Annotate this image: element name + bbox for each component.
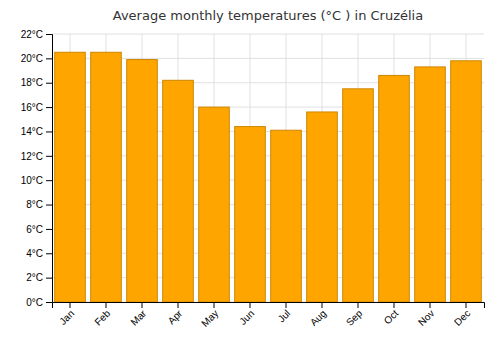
y-tick: 16°C [21,102,52,113]
y-tick-mark [46,253,52,254]
y-tick-mark [46,229,52,230]
y-tick-label: 18°C [21,77,43,88]
grid [52,34,484,302]
y-tick-mark [46,302,52,303]
y-tick: 0°C [26,297,52,308]
y-tick: 8°C [26,199,52,210]
plot: Jan Feb Mar Apr May Jun Jul Aug Sep Oct Nov Dec 0°C 2… [21,29,485,329]
y-tick-label: 8°C [26,199,43,210]
x-tick-mark [430,302,431,308]
y-tick-mark [46,156,52,157]
x-tick-mark [142,302,143,308]
y-tick: 4°C [26,248,52,259]
bar [55,52,86,302]
chart: Jan Feb Mar Apr May Jun Jul Aug Sep Oct Nov Dec 0°C 2… [0,0,500,350]
y-tick-mark [46,278,52,279]
x-tick-mark [70,302,71,308]
chart-container: Jan Feb Mar Apr May Jun Jul Aug Sep Oct Nov Dec 0°C 2… [0,0,500,350]
y-grid-line [52,34,484,35]
x-tick: Apr [166,302,185,326]
y-tick: 20°C [21,53,52,64]
bar [163,80,194,302]
x-tick-mark [358,302,359,308]
x-tick-label: Dec [452,308,472,328]
x-tick-mark [106,302,107,308]
x-tick-mark [178,302,179,308]
x-tick: Jun [237,302,256,327]
bar [127,60,158,302]
y-tick-label: 4°C [26,248,43,259]
x-tick: Dec [452,302,472,328]
x-tick-label: May [199,308,220,329]
bar [343,89,374,302]
y-tick-mark [46,205,52,206]
bar [307,112,338,302]
bar [271,130,302,302]
x-tick-mark [394,302,395,308]
x-tick-label: Jul [276,308,293,325]
x-tick-mark [466,302,467,308]
y-tick-mark [46,131,52,132]
bar [91,52,122,302]
x-tick: May [199,302,220,329]
x-tick-label: Jun [237,308,256,327]
bars [55,52,482,302]
x-tick: Feb [92,302,112,328]
bar [451,61,482,302]
y-tick-label: 6°C [26,224,43,235]
x-tick-mark [286,302,287,308]
y-tick-label: 12°C [21,151,43,162]
y-tick: 2°C [26,272,52,283]
bar [235,127,266,302]
y-tick: 18°C [21,77,52,88]
bar [379,75,410,302]
x-tick-label: Oct [382,308,401,327]
x-tick: Mar [128,302,148,328]
x-tick: Nov [416,302,436,328]
y-tick-label: 10°C [21,175,43,186]
y-tick: 10°C [21,175,52,186]
y-tick-label: 16°C [21,102,43,113]
x-tick: Jul [276,302,293,324]
y-tick-label: 2°C [26,272,43,283]
y-tick-mark [46,83,52,84]
x-tick-label: Aug [308,308,328,328]
x-tick: Sep [344,302,365,328]
y-tick-label: 22°C [21,29,43,40]
y-tick: 6°C [26,224,52,235]
y-tick: 12°C [21,151,52,162]
y-tick-label: 14°C [21,126,43,137]
x-tick-label: Apr [166,307,185,326]
y-tick-mark [46,34,52,35]
y-tick-label: 20°C [21,53,43,64]
y-axis: 0°C 2°C 4°C 6°C 8°C 10°C 12°C 14°C 16°C 18°C 20°C 2… [21,29,53,308]
y-tick: 14°C [21,126,52,137]
title: Average monthly temperatures (°C ) in Cr… [113,8,423,23]
x-tick-label: Nov [416,308,436,328]
y-tick: 22°C [21,29,52,40]
bar [415,67,446,302]
x-tick-mark [250,302,251,308]
x-tick: Jan [57,302,76,327]
x-tick-label: Mar [128,307,148,327]
x-tick: Aug [308,302,328,328]
y-tick-label: 0°C [26,297,43,308]
x-tick-mark [322,302,323,308]
bar [199,107,230,302]
x-axis-line [53,303,485,309]
x-axis: Jan Feb Mar Apr May Jun Jul Aug Sep Oct Nov Dec [53,302,485,329]
x-tick-mark [214,302,215,308]
y-tick-mark [46,58,52,59]
x-tick-label: Sep [344,307,365,328]
y-tick-mark [46,107,52,108]
x-tick: Oct [382,302,401,326]
y-tick-mark [46,180,52,181]
x-tick-label: Jan [57,308,76,327]
x-tick-label: Feb [92,307,112,327]
y-axis-line [46,35,53,303]
